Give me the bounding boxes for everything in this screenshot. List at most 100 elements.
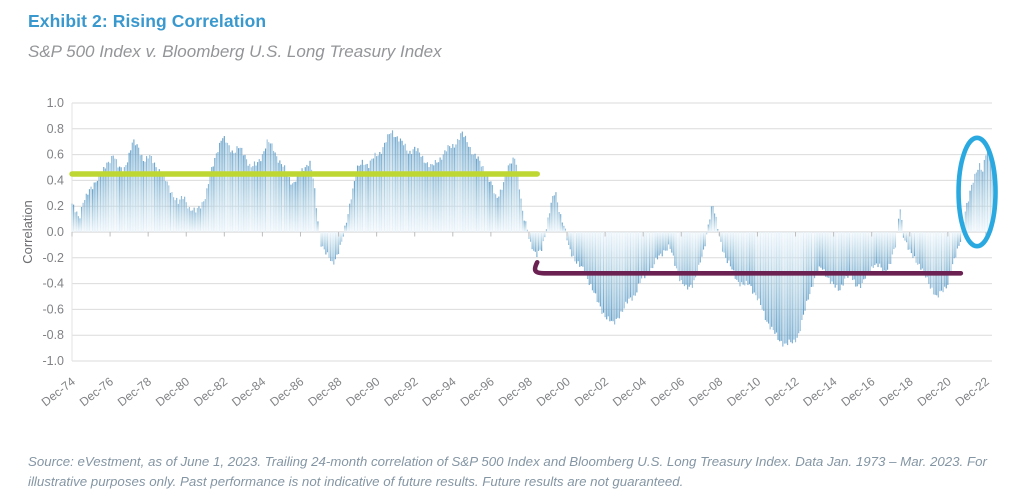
- correlation-bar: [707, 224, 709, 232]
- correlation-bar: [761, 232, 763, 310]
- correlation-bar: [656, 232, 659, 260]
- correlation-bar: [217, 152, 219, 232]
- correlation-bar: [171, 192, 173, 232]
- correlation-bar: [679, 232, 681, 282]
- correlation-bar: [79, 218, 81, 232]
- correlation-bar: [144, 161, 146, 232]
- correlation-bar: [371, 158, 373, 232]
- correlation-bar: [634, 232, 636, 296]
- correlation-bar: [236, 146, 238, 232]
- correlation-bar: [377, 155, 379, 232]
- correlation-bar: [644, 232, 646, 279]
- correlation-bar: [92, 189, 94, 232]
- correlation-bar: [193, 207, 195, 232]
- correlation-bar: [685, 232, 687, 285]
- correlation-bar: [269, 143, 271, 232]
- correlation-bar: [225, 142, 227, 232]
- correlation-bar: [755, 232, 757, 296]
- correlation-bar: [782, 232, 784, 347]
- correlation-bar: [73, 204, 75, 232]
- x-axis-tick-label: Dec-22: [953, 374, 992, 409]
- correlation-bars: [71, 130, 993, 347]
- correlation-bar: [85, 193, 87, 232]
- correlation-bar: [352, 188, 354, 232]
- correlation-bar: [625, 232, 627, 302]
- correlation-bar: [120, 167, 122, 232]
- correlation-bar: [772, 232, 774, 331]
- correlation-bar: [677, 232, 679, 274]
- correlation-bar: [109, 163, 111, 232]
- correlation-bar: [699, 232, 701, 263]
- correlation-bar: [790, 232, 792, 343]
- correlation-bar: [495, 194, 497, 232]
- correlation-bar: [912, 232, 914, 258]
- correlation-bar: [491, 185, 494, 232]
- correlation-bar: [879, 232, 881, 264]
- correlation-bar: [388, 134, 390, 232]
- correlation-bar: [975, 172, 977, 232]
- correlation-bar: [285, 172, 287, 232]
- correlation-bar: [469, 147, 471, 232]
- correlation-bar: [714, 213, 716, 232]
- correlation-bar: [555, 192, 557, 232]
- correlation-bar: [249, 163, 251, 232]
- x-axis-tick-label: Dec-74: [39, 374, 78, 409]
- correlation-bar: [932, 232, 935, 295]
- correlation-bar: [444, 150, 446, 232]
- correlation-bar: [536, 232, 538, 258]
- correlation-bar: [988, 152, 990, 232]
- correlation-bar: [858, 232, 860, 285]
- correlation-bar: [241, 147, 243, 232]
- correlation-bar: [161, 174, 164, 232]
- correlation-bar: [541, 232, 543, 251]
- correlation-bar: [529, 232, 532, 242]
- correlation-bar: [209, 175, 211, 232]
- correlation-bar: [658, 232, 660, 256]
- correlation-bar: [894, 232, 897, 248]
- correlation-bar: [855, 232, 857, 287]
- exhibit-title: Exhibit 2: Rising Correlation: [28, 11, 267, 31]
- correlation-bar: [537, 232, 540, 251]
- correlation-bar: [315, 208, 317, 232]
- correlation-bar: [407, 153, 409, 232]
- correlation-bar: [715, 216, 717, 232]
- correlation-bar: [214, 157, 216, 232]
- correlation-bar: [230, 152, 232, 232]
- correlation-bar: [920, 232, 922, 270]
- correlation-bar: [631, 232, 633, 301]
- correlation-bar: [563, 225, 565, 232]
- correlation-bar: [729, 232, 732, 267]
- correlation-bar: [582, 232, 584, 267]
- correlation-bar: [431, 164, 433, 232]
- correlation-bar: [520, 198, 522, 232]
- x-axis-tick-label: Dec-06: [648, 374, 687, 409]
- correlation-bar: [106, 162, 108, 232]
- correlation-bar: [307, 166, 309, 232]
- correlation-bar: [829, 232, 832, 284]
- correlation-bar: [96, 180, 98, 232]
- correlation-bar: [539, 232, 541, 250]
- correlation-bar: [455, 144, 457, 232]
- correlation-bar: [130, 150, 132, 232]
- correlation-bar: [499, 189, 501, 232]
- correlation-bar: [184, 196, 186, 232]
- correlation-bar: [522, 210, 524, 232]
- correlation-bar: [641, 232, 643, 279]
- correlation-bar: [369, 160, 371, 232]
- correlation-bar: [971, 184, 973, 232]
- correlation-bar: [785, 232, 787, 344]
- correlation-bar: [931, 232, 933, 288]
- x-axis-tick-label: Dec-18: [877, 374, 916, 409]
- correlation-bar: [753, 232, 755, 293]
- correlation-bar: [380, 153, 382, 232]
- correlation-bar: [820, 232, 822, 268]
- x-axis-tick-label: Dec-86: [267, 374, 306, 409]
- correlation-bar: [119, 166, 121, 232]
- correlation-bar: [452, 144, 454, 232]
- correlation-bar: [417, 148, 419, 232]
- correlation-bar: [403, 145, 405, 232]
- correlation-bar: [234, 152, 237, 232]
- correlation-bar: [199, 208, 202, 232]
- correlation-bar: [888, 232, 890, 264]
- correlation-bar: [867, 232, 870, 274]
